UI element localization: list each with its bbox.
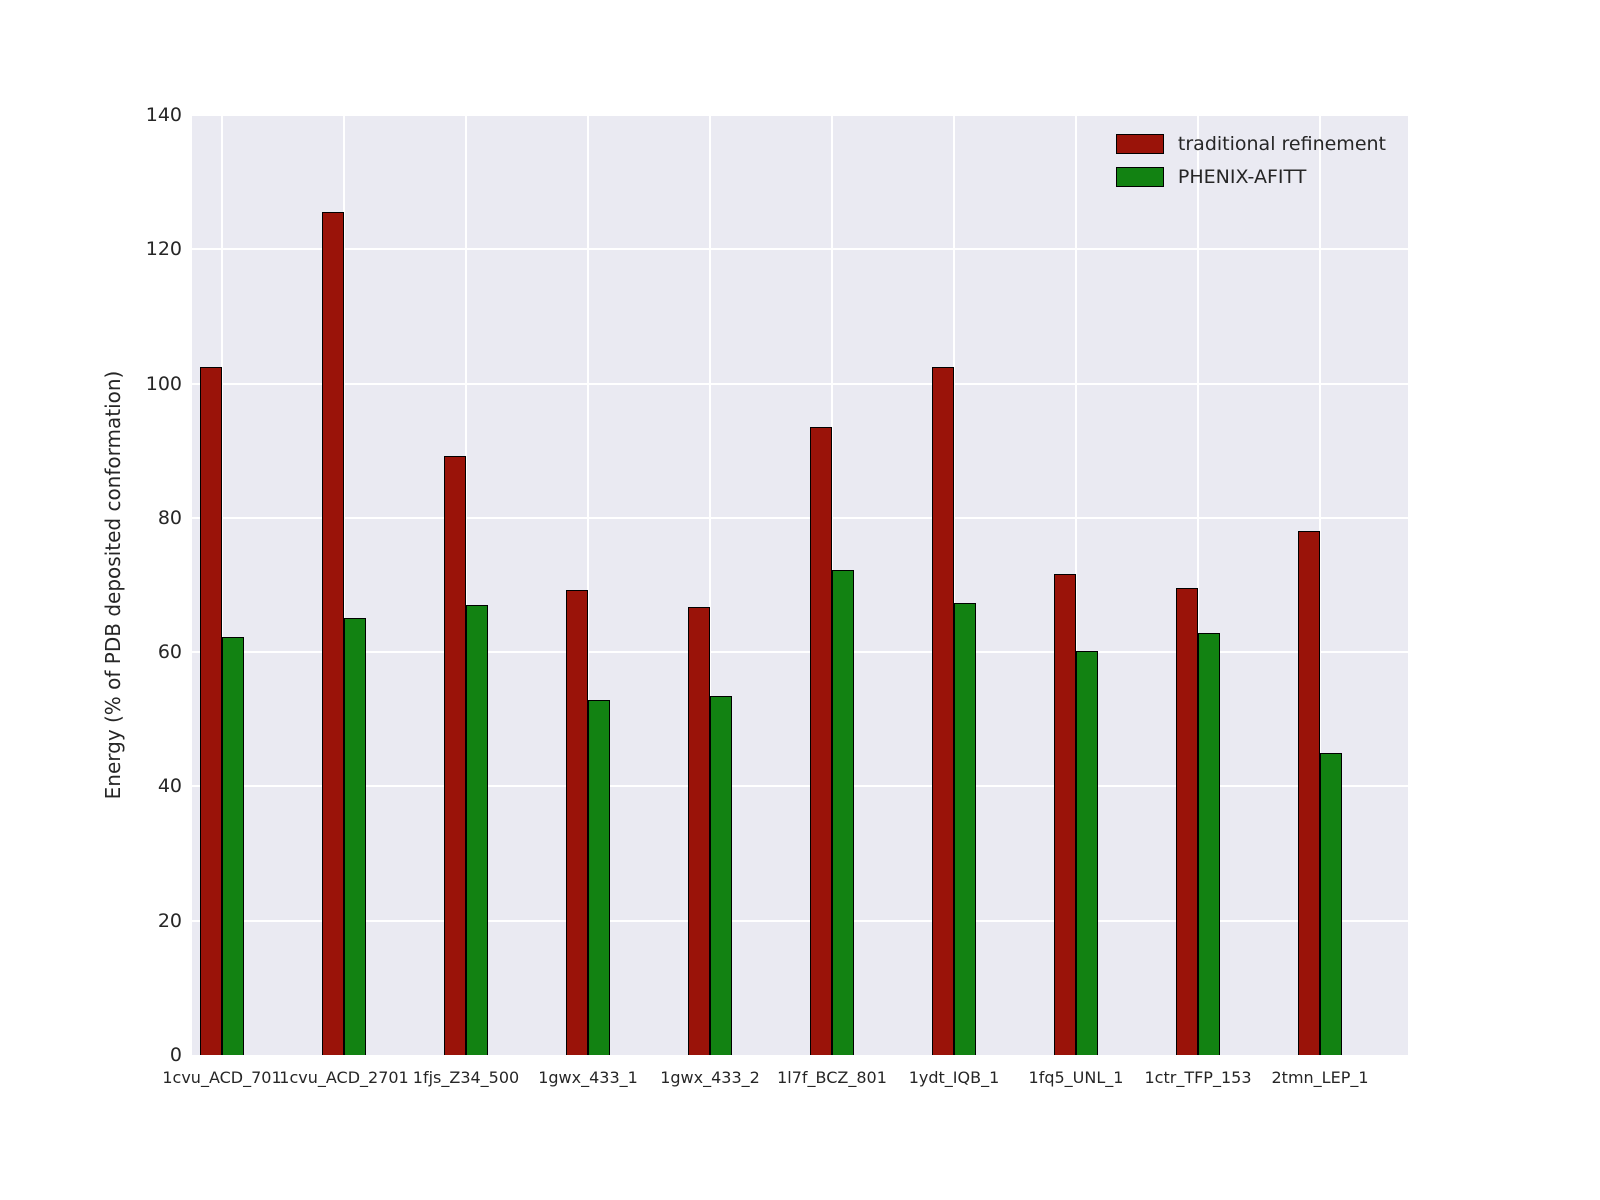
- y-tick-label: 140: [145, 104, 182, 126]
- bar-phenix-afitt-1gwx_433_2: [710, 696, 732, 1055]
- x-tick-label: 2tmn_LEP_1: [1271, 1068, 1369, 1087]
- y-tick-label: 20: [157, 909, 182, 932]
- x-tick-label: 1cvu_ACD_701: [162, 1068, 282, 1087]
- legend-swatch-phenix-afitt: [1115, 167, 1164, 187]
- bar-traditional-refinement-1fjs_Z34_500: [444, 456, 466, 1055]
- legend-label-traditional-refinement: traditional refinement: [1177, 133, 1386, 155]
- x-gridline: [1319, 115, 1321, 1055]
- x-tick-label: 1ydt_IQB_1: [908, 1068, 1000, 1087]
- x-gridline: [953, 115, 955, 1055]
- y-gridline: [192, 516, 1408, 519]
- bar-traditional-refinement-1l7f_BCZ_801: [810, 427, 832, 1055]
- y-tick-label: 100: [145, 372, 182, 395]
- legend-entry-traditional-refinement: traditional refinement: [1115, 133, 1386, 155]
- bar-phenix-afitt-1fjs_Z34_500: [466, 605, 488, 1055]
- y-gridline: [192, 785, 1408, 788]
- x-gridline: [1197, 115, 1199, 1055]
- bar-traditional-refinement-2tmn_LEP_1: [1298, 531, 1320, 1055]
- bar-phenix-afitt-2tmn_LEP_1: [1320, 753, 1342, 1055]
- y-gridline: [192, 651, 1408, 654]
- legend-label-phenix-afitt: PHENIX-AFITT: [1177, 166, 1307, 188]
- bar-traditional-refinement-1ydt_IQB_1: [932, 367, 954, 1055]
- x-gridline: [343, 115, 345, 1055]
- bar-phenix-afitt-1fq5_UNL_1: [1076, 651, 1098, 1055]
- bar-phenix-afitt-1cvu_ACD_701: [222, 637, 244, 1055]
- y-tick-label: 120: [145, 238, 182, 261]
- x-tick-label: 1gwx_433_1: [538, 1068, 638, 1087]
- bar-traditional-refinement-1gwx_433_1: [566, 590, 588, 1055]
- y-gridline: [192, 248, 1408, 251]
- bar-phenix-afitt-1cvu_ACD_2701: [344, 618, 366, 1055]
- bar-phenix-afitt-1l7f_BCZ_801: [832, 570, 854, 1055]
- bar-phenix-afitt-1ydt_IQB_1: [954, 603, 976, 1055]
- x-tick-label: 1gwx_433_2: [660, 1068, 760, 1087]
- bar-traditional-refinement-1cvu_ACD_2701: [322, 212, 344, 1055]
- x-gridline: [709, 115, 711, 1055]
- x-gridline: [587, 115, 589, 1055]
- y-tick-label: 0: [169, 1044, 182, 1066]
- y-gridline: [192, 919, 1408, 922]
- y-tick-label: 40: [157, 775, 182, 798]
- x-tick-label: 1ctr_TFP_153: [1144, 1068, 1252, 1087]
- x-gridline: [221, 115, 223, 1055]
- bar-traditional-refinement-1gwx_433_2: [688, 607, 710, 1055]
- y-tick-label: 60: [157, 641, 182, 664]
- x-gridline: [465, 115, 467, 1055]
- y-gridline: [192, 114, 1408, 116]
- legend-swatch-traditional-refinement: [1115, 134, 1164, 154]
- x-tick-label: 1fjs_Z34_500: [412, 1068, 520, 1087]
- y-gridline: [192, 382, 1408, 385]
- y-tick-label: 80: [157, 506, 182, 529]
- bar-phenix-afitt-1gwx_433_1: [588, 700, 610, 1055]
- bar-phenix-afitt-1ctr_TFP_153: [1198, 633, 1220, 1055]
- x-gridline: [1075, 115, 1077, 1055]
- bar-traditional-refinement-1fq5_UNL_1: [1054, 574, 1076, 1055]
- plot-area: traditional refinement PHENIX-AFITT: [192, 114, 1408, 1055]
- x-tick-label: 1cvu_ACD_2701: [279, 1068, 409, 1087]
- legend: traditional refinement PHENIX-AFITT: [1115, 133, 1386, 188]
- legend-entry-phenix-afitt: PHENIX-AFITT: [1115, 166, 1386, 188]
- x-tick-label: 1l7f_BCZ_801: [777, 1068, 887, 1087]
- bar-traditional-refinement-1cvu_ACD_701: [200, 367, 222, 1055]
- bar-traditional-refinement-1ctr_TFP_153: [1176, 588, 1198, 1055]
- y-axis-label: Energy (% of PDB deposited conformation): [101, 370, 125, 800]
- x-tick-label: 1fq5_UNL_1: [1028, 1068, 1124, 1087]
